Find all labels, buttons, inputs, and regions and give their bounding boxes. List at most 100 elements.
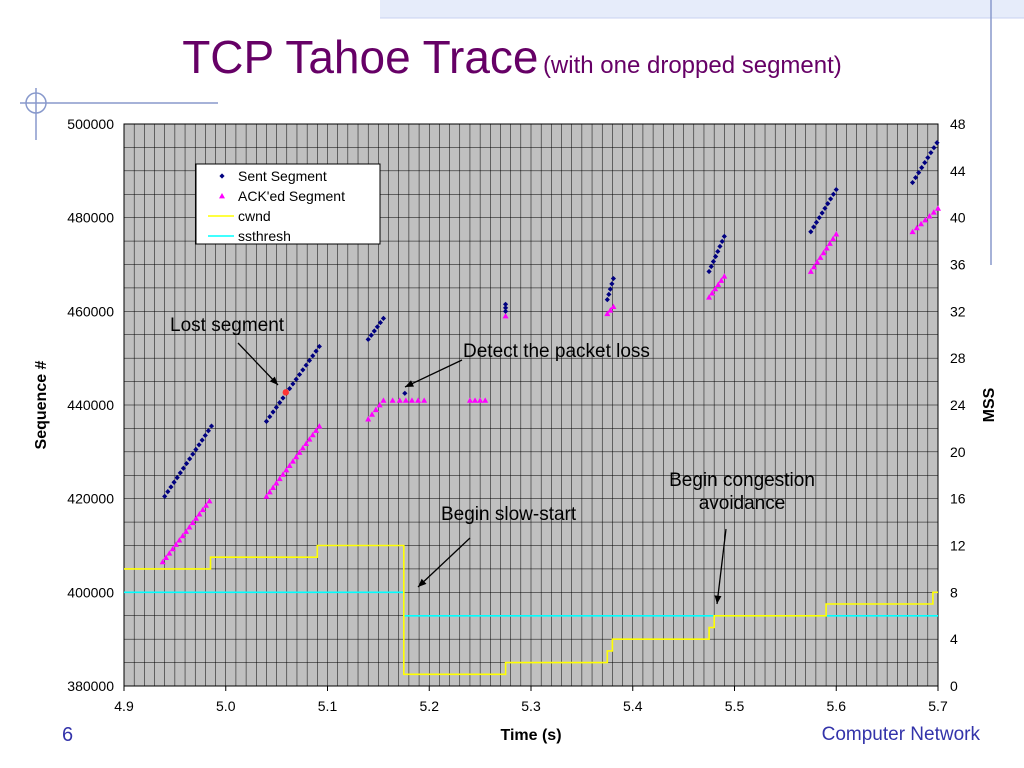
- ack-segment-point: [718, 277, 725, 283]
- sent-segment-point: [928, 150, 934, 156]
- sent-segment-point: [303, 362, 309, 368]
- ack-segment-point: [930, 209, 937, 215]
- sent-segment-point: [819, 210, 825, 216]
- sent-segment-point: [827, 196, 834, 202]
- y2-tick-label: 36: [950, 257, 966, 273]
- y2-axis-label: MSS: [981, 387, 998, 422]
- annotation-slow-start: Begin slow-start: [441, 504, 577, 525]
- legend-marker: [219, 193, 225, 199]
- y2-tick-label: 40: [950, 210, 966, 226]
- sent-segment-point: [830, 191, 837, 197]
- sent-segment-point: [717, 243, 723, 250]
- x-tick-label: 5.3: [521, 698, 541, 714]
- ack-segment-point: [296, 449, 303, 455]
- ack-segment-point: [380, 397, 387, 403]
- ack-segment-point: [466, 397, 473, 403]
- x-tick-label: 4.9: [114, 698, 134, 714]
- sent-segment-point: [171, 479, 177, 485]
- sent-segment-point: [710, 258, 717, 265]
- y2-tick-label: 48: [950, 116, 966, 132]
- ack-segment-point: [472, 397, 479, 403]
- ack-segment-point: [173, 541, 180, 547]
- ack-segment-point: [833, 231, 840, 237]
- ack-segment-point: [309, 431, 316, 438]
- sent-segment-point: [708, 263, 714, 270]
- ack-segment-point: [372, 406, 379, 413]
- sent-segment-point: [909, 179, 916, 186]
- ack-segment-point: [206, 498, 213, 504]
- ack-segment-point: [313, 427, 320, 433]
- sent-segment-point: [922, 160, 928, 166]
- sent-segment-point: [293, 376, 299, 382]
- ack-segment-point: [286, 462, 293, 468]
- y2-tick-label: 44: [950, 163, 966, 179]
- x-tick-label: 5.5: [725, 698, 745, 714]
- sent-segment-point: [368, 332, 374, 338]
- sent-segment-point: [371, 328, 377, 334]
- ack-segment-point: [918, 220, 925, 227]
- sent-segment-point: [273, 404, 279, 410]
- y2-tick-label: 8: [950, 584, 958, 600]
- sent-segment-point: [919, 165, 925, 171]
- ack-segment-point: [203, 502, 210, 508]
- sent-segment-point: [825, 201, 831, 207]
- sent-segment-point: [193, 446, 199, 453]
- annotation-lost-arrow: [237, 342, 279, 386]
- y-tick-label: 380000: [67, 678, 114, 694]
- title-main: TCP Tahoe Trace: [182, 31, 539, 83]
- ack-segment-point: [159, 558, 166, 565]
- ack-segment-point: [607, 307, 614, 313]
- sent-segment-point: [165, 489, 171, 495]
- ack-segment-point: [820, 249, 827, 256]
- x-tick-label: 5.4: [623, 698, 643, 714]
- ack-segment-point: [502, 313, 509, 319]
- sent-segment-point: [365, 336, 371, 343]
- sent-segment-point: [190, 451, 196, 457]
- sent-segment-point: [610, 275, 617, 282]
- y-tick-label: 480000: [67, 210, 114, 226]
- slide-top-band: [380, 0, 1024, 18]
- y-tick-label: 420000: [67, 491, 114, 507]
- legend-label: ACK'ed Segment: [238, 188, 345, 204]
- sent-segment-point: [280, 395, 286, 401]
- legend-box: [195, 163, 381, 245]
- ack-segment-point: [176, 537, 183, 543]
- ack-segment-point: [926, 213, 933, 219]
- ack-segment-point: [817, 254, 824, 260]
- sent-segment-point: [916, 169, 922, 176]
- y2-tick-label: 0: [950, 678, 958, 694]
- sent-segment-point: [174, 474, 180, 481]
- sent-segment-point: [606, 291, 612, 297]
- ack-segment-point: [266, 488, 273, 495]
- ack-segment-point: [166, 550, 173, 556]
- sent-segment-point: [168, 484, 174, 490]
- x-tick-label: 5.1: [318, 698, 338, 714]
- ack-segment-point: [826, 240, 833, 246]
- sent-segment-point: [808, 229, 814, 235]
- ack-segment-point: [163, 554, 170, 560]
- ack-segment-point: [273, 480, 280, 486]
- sent-segment-point: [177, 470, 183, 476]
- sent-segment-point: [267, 414, 273, 420]
- sent-segment-point: [931, 145, 937, 151]
- sent-segment-point: [270, 409, 276, 415]
- sent-segment-point: [205, 428, 211, 434]
- sent-segment-point: [502, 305, 509, 311]
- ack-segment-point: [935, 205, 941, 211]
- ack-segment-point: [396, 397, 403, 403]
- sent-segment-point: [719, 238, 725, 245]
- ack-segment-point: [376, 402, 383, 408]
- annotation-detect-loss: Detect the packet loss: [463, 341, 650, 362]
- lost-segment-point: [282, 389, 289, 396]
- cwnd-line: [124, 544, 938, 676]
- title-subtitle: (with one dropped segment): [542, 52, 842, 79]
- sent-segment-point: [310, 353, 316, 359]
- sent-segment-point: [816, 215, 822, 221]
- y2-tick-label: 20: [950, 444, 966, 460]
- sent-segment-point: [833, 186, 839, 193]
- ack-segment-point: [922, 217, 929, 223]
- ack-segment-point: [913, 224, 920, 231]
- sent-segment-point: [263, 418, 270, 424]
- sent-segment-point: [377, 319, 384, 326]
